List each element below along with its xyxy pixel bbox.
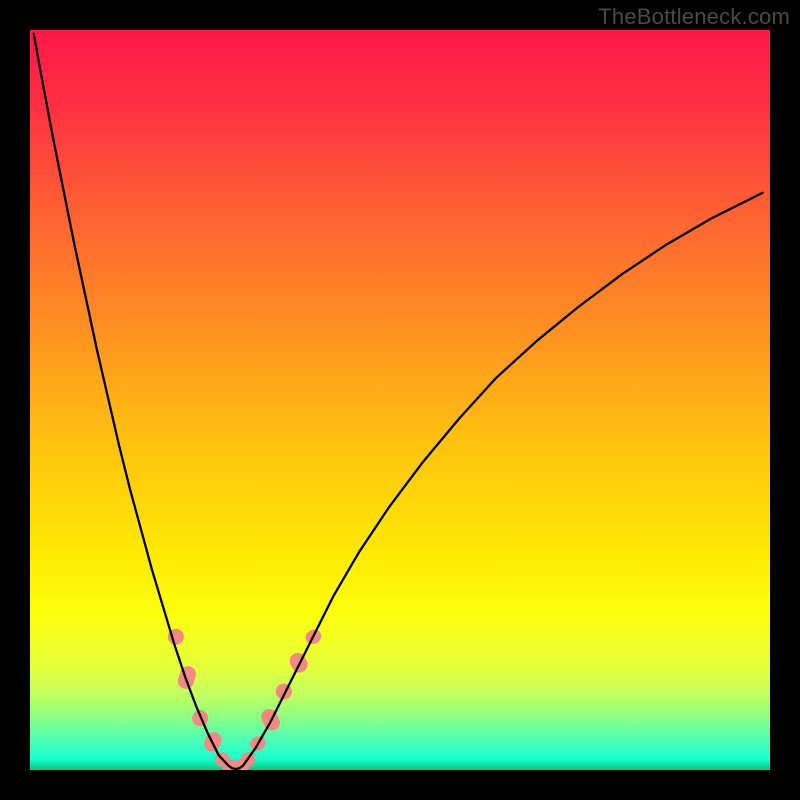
marker-capsule — [176, 664, 198, 691]
marker-capsule — [273, 681, 295, 703]
marker-capsule — [287, 650, 311, 675]
stage: TheBottleneck.com — [0, 0, 800, 800]
plot-svg — [30, 30, 770, 770]
curves-layer — [34, 34, 763, 769]
watermark-text: TheBottleneck.com — [598, 4, 790, 30]
markers-layer — [166, 627, 324, 770]
